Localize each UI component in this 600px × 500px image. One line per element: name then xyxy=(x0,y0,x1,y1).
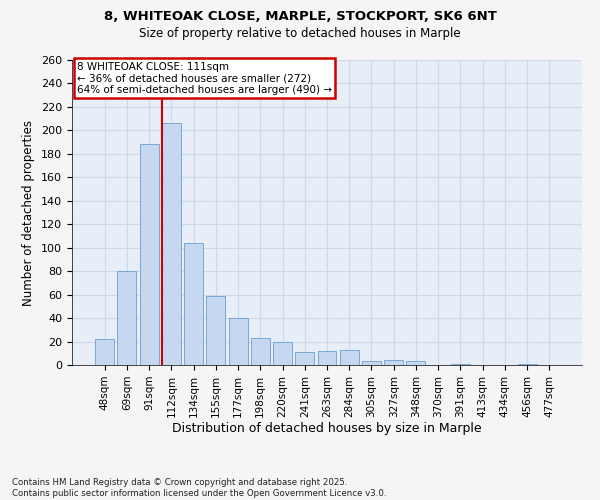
Bar xyxy=(251,338,270,365)
X-axis label: Distribution of detached houses by size in Marple: Distribution of detached houses by size … xyxy=(172,422,482,436)
Bar xyxy=(206,296,225,365)
Bar xyxy=(273,342,292,365)
Bar xyxy=(518,364,536,365)
Bar xyxy=(340,350,359,365)
Bar xyxy=(317,351,337,365)
Bar xyxy=(140,144,158,365)
Y-axis label: Number of detached properties: Number of detached properties xyxy=(22,120,35,306)
Bar xyxy=(229,318,248,365)
Bar xyxy=(162,124,181,365)
Bar xyxy=(184,243,203,365)
Text: Contains HM Land Registry data © Crown copyright and database right 2025.
Contai: Contains HM Land Registry data © Crown c… xyxy=(12,478,386,498)
Bar xyxy=(95,339,114,365)
Bar xyxy=(451,364,470,365)
Bar xyxy=(118,271,136,365)
Text: Size of property relative to detached houses in Marple: Size of property relative to detached ho… xyxy=(139,28,461,40)
Bar xyxy=(406,362,425,365)
Bar xyxy=(295,352,314,365)
Bar xyxy=(384,360,403,365)
Text: 8, WHITEOAK CLOSE, MARPLE, STOCKPORT, SK6 6NT: 8, WHITEOAK CLOSE, MARPLE, STOCKPORT, SK… xyxy=(104,10,496,23)
Text: 8 WHITEOAK CLOSE: 111sqm
← 36% of detached houses are smaller (272)
64% of semi-: 8 WHITEOAK CLOSE: 111sqm ← 36% of detach… xyxy=(77,62,332,94)
Bar xyxy=(362,362,381,365)
